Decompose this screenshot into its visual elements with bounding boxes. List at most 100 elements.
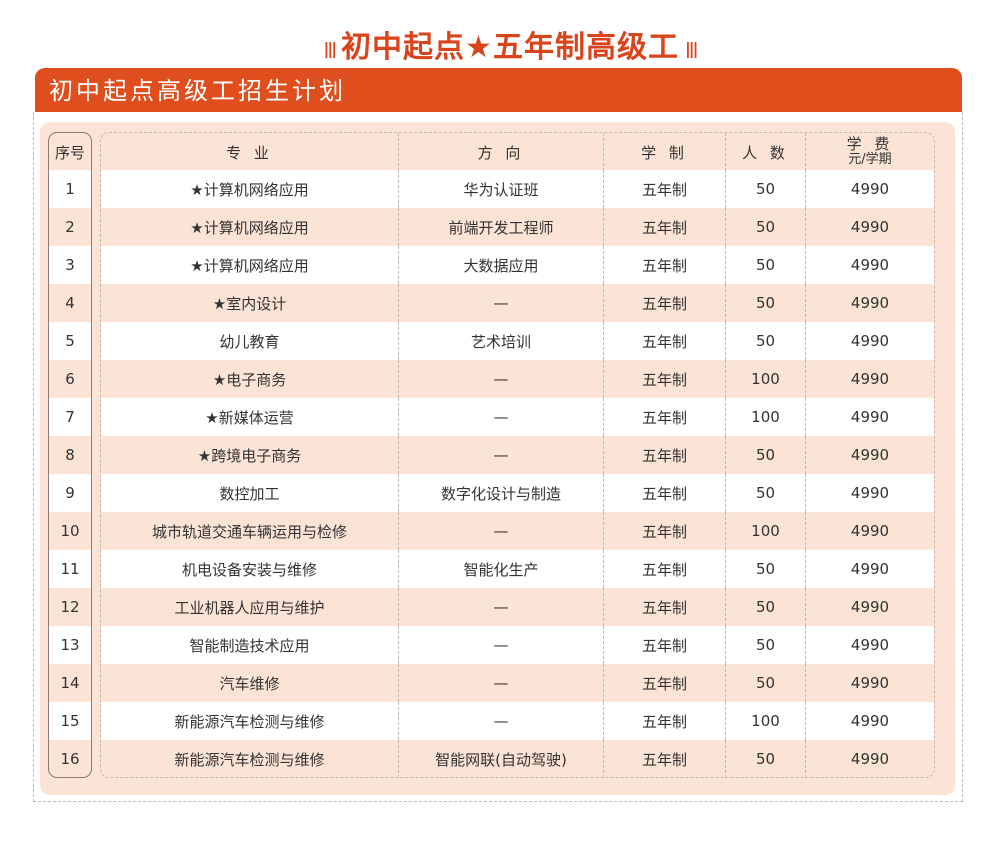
seq-cell: 13 [49, 626, 91, 664]
fee-cell: 4990 [850, 294, 890, 312]
direction-cell: 前端开发工程师 [399, 208, 604, 246]
fee-cell: 4990 [850, 332, 890, 350]
fee-cell: 4990 [850, 674, 890, 692]
seq-cell: 14 [60, 674, 80, 692]
count-cell: 50 [726, 664, 806, 702]
seq-cell: 2 [65, 218, 75, 236]
major-cell: 智能制造技术应用 [101, 626, 399, 664]
seq-cell: 5 [49, 322, 91, 360]
table-row: 汽车维修 — 五年制 50 4990 [101, 664, 934, 702]
count-cell: 100 [726, 398, 806, 436]
direction-cell: — [399, 626, 604, 664]
table-row: 新能源汽车检测与维修 — 五年制 100 4990 [101, 702, 934, 740]
direction-cell: 艺术培训 [399, 322, 604, 360]
seq-column: 序号 1 2 3 4 5 6 7 8 9 10 11 12 13 14 15 16 [48, 132, 92, 778]
seq-cell: 11 [49, 550, 91, 588]
system-cell: 五年制 [604, 360, 726, 398]
seq-cell: 7 [49, 398, 91, 436]
fee-cell: 4990 [850, 712, 890, 730]
major-cell: ★计算机网络应用 [101, 170, 399, 208]
table-row: 智能制造技术应用 — 五年制 50 4990 [101, 626, 934, 664]
direction-cell: 华为认证班 [399, 170, 604, 208]
direction-cell: 智能化生产 [399, 550, 604, 588]
system-cell: 五年制 [604, 436, 726, 474]
count-cell: 50 [726, 436, 806, 474]
system-cell: 五年制 [604, 322, 726, 360]
system-cell: 五年制 [604, 664, 726, 702]
direction-cell: — [399, 360, 604, 398]
system-cell: 五年制 [604, 626, 726, 664]
count-cell: 50 [726, 170, 806, 208]
system-cell: 五年制 [604, 246, 726, 284]
direction-cell: — [399, 284, 604, 322]
table-row: ★计算机网络应用 华为认证班 五年制 50 4990 [101, 170, 934, 208]
system-cell: 五年制 [604, 284, 726, 322]
seq-cell: 15 [49, 702, 91, 740]
fee-cell: 4990 [850, 370, 890, 388]
fee-unit: 元/学期 [848, 152, 892, 167]
bars-decoration-icon: ||| [684, 39, 698, 58]
seq-cell: 3 [49, 246, 91, 284]
direction-cell: — [399, 588, 604, 626]
table-row: ★计算机网络应用 大数据应用 五年制 50 4990 [101, 246, 934, 284]
fee-cell: 4990 [850, 180, 890, 198]
system-cell: 五年制 [604, 474, 726, 512]
count-cell: 50 [726, 246, 806, 284]
system-cell: 五年制 [604, 398, 726, 436]
major-cell: ★室内设计 [101, 284, 399, 322]
system-cell: 五年制 [604, 550, 726, 588]
fee-cell: 4990 [850, 522, 890, 540]
table-row: ★跨境电子商务 — 五年制 50 4990 [101, 436, 934, 474]
table-panel [40, 122, 955, 795]
major-cell: ★跨境电子商务 [101, 436, 399, 474]
count-cell: 50 [726, 322, 806, 360]
fee-cell: 4990 [850, 408, 890, 426]
fee-cell: 4990 [850, 484, 890, 502]
seq-cell: 4 [65, 294, 75, 312]
major-cell: 新能源汽车检测与维修 [101, 740, 399, 777]
count-cell: 100 [726, 512, 806, 550]
count-cell: 50 [726, 550, 806, 588]
seq-cell: 16 [60, 750, 80, 768]
direction-cell: — [399, 436, 604, 474]
page-title: ||| 初中起点★五年制高级工 ||| [0, 22, 1000, 66]
fee-label: 学 费 [846, 135, 894, 153]
count-cell: 100 [726, 360, 806, 398]
count-cell: 50 [726, 208, 806, 246]
count-cell: 50 [726, 284, 806, 322]
count-cell: 50 [726, 474, 806, 512]
major-cell: 新能源汽车检测与维修 [101, 702, 399, 740]
table-row: 数控加工 数字化设计与制造 五年制 50 4990 [101, 474, 934, 512]
fee-cell: 4990 [850, 256, 890, 274]
outer-dashed-border [33, 112, 963, 802]
fee-cell: 4990 [850, 598, 890, 616]
table-row: ★计算机网络应用 前端开发工程师 五年制 50 4990 [101, 208, 934, 246]
system-cell: 五年制 [604, 170, 726, 208]
bars-decoration-icon: ||| [323, 39, 337, 58]
fee-cell: 4990 [850, 446, 890, 464]
table-row: 机电设备安装与维修 智能化生产 五年制 50 4990 [101, 550, 934, 588]
direction-cell: — [399, 512, 604, 550]
table-row: ★电子商务 — 五年制 100 4990 [101, 360, 934, 398]
major-cell: 汽车维修 [101, 664, 399, 702]
seq-cell: 10 [60, 522, 80, 540]
title-text: 初中起点★五年制高级工 [341, 30, 679, 65]
system-cell: 五年制 [604, 740, 726, 777]
seq-header: 序号 [54, 143, 85, 162]
section-banner: 初中起点高级工招生计划 [35, 68, 962, 112]
direction-cell: 智能网联(自动驾驶) [399, 740, 604, 777]
count-cell: 50 [726, 740, 806, 777]
table-header-row: 专 业 方 向 学 制 人 数 学 费元/学期 [101, 133, 934, 171]
direction-cell: 数字化设计与制造 [399, 474, 604, 512]
major-cell: ★新媒体运营 [101, 398, 399, 436]
major-cell: ★计算机网络应用 [101, 246, 399, 284]
table-row: 工业机器人应用与维护 — 五年制 50 4990 [101, 588, 934, 626]
header-major: 专 业 [101, 133, 399, 171]
seq-cell: 9 [49, 474, 91, 512]
direction-cell: — [399, 398, 604, 436]
major-cell: 机电设备安装与维修 [101, 550, 399, 588]
major-cell: 工业机器人应用与维护 [101, 588, 399, 626]
header-system: 学 制 [604, 133, 726, 171]
seq-cell: 6 [65, 370, 75, 388]
